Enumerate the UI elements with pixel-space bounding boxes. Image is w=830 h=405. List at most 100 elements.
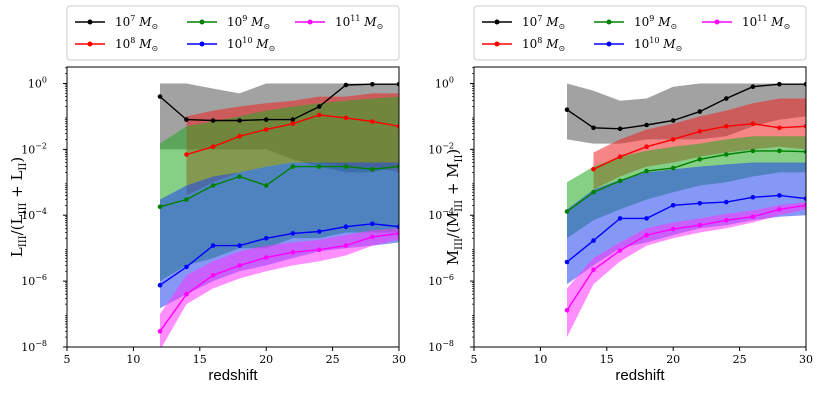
- y-tick-label: 10−6: [428, 273, 454, 288]
- legend-box: [473, 5, 807, 61]
- data-point: [591, 125, 596, 131]
- legend-label: 109 M⊙: [227, 14, 270, 31]
- legend-base: 10: [634, 15, 649, 29]
- legend-sun-symbol: ⊙: [558, 44, 565, 53]
- y-tick-label: 10−8: [428, 339, 454, 354]
- legend-exp: 10: [242, 36, 252, 45]
- data-point: [157, 329, 163, 334]
- data-point: [697, 129, 703, 134]
- y-tick-base: 10: [428, 143, 442, 156]
- data-point: [803, 196, 806, 201]
- data-point: [644, 144, 649, 149]
- data-point: [370, 81, 375, 87]
- data-point: [317, 247, 322, 252]
- series-line-4: [159, 232, 399, 332]
- data-point: [591, 238, 596, 243]
- legend-exp: 9: [242, 14, 247, 23]
- x-axis-label: redshift: [615, 367, 665, 384]
- legend-sun-symbol: ⊙: [670, 22, 677, 31]
- legend-marker: [714, 19, 720, 25]
- bands: [567, 83, 806, 338]
- data-point: [370, 166, 375, 172]
- legend-label: 1011 M⊙: [742, 14, 790, 31]
- legend-base: 10: [522, 37, 537, 51]
- y-tick-label: 10−2: [21, 141, 47, 156]
- legend-base: 10: [335, 15, 350, 29]
- x-tick-label: 10: [126, 353, 140, 366]
- ylab-open: /(L: [8, 214, 26, 235]
- legend-unit: M: [767, 15, 784, 29]
- data-point: [564, 308, 570, 313]
- legend-label: 109 M⊙: [634, 14, 677, 31]
- data-point: [210, 144, 216, 149]
- data-point: [750, 214, 756, 219]
- legend-sun-symbol: ⊙: [151, 44, 158, 53]
- data-point: [697, 109, 703, 114]
- data-point: [697, 201, 703, 206]
- band-4: [567, 202, 806, 338]
- data-point: [343, 224, 349, 229]
- x-tick-label: 30: [799, 353, 813, 366]
- y-tick-base: 10: [428, 209, 442, 222]
- data-point: [803, 149, 806, 154]
- data-point: [803, 124, 806, 129]
- y-tick-label: 10−2: [428, 141, 454, 156]
- data-point: [237, 133, 242, 139]
- data-point: [724, 218, 729, 223]
- legend-exp: 8: [537, 36, 542, 45]
- legend-sun-symbol: ⊙: [377, 22, 384, 31]
- legend-marker: [199, 19, 205, 25]
- data-point: [396, 231, 399, 236]
- ylab-open: /(M: [444, 212, 462, 238]
- data-point: [670, 203, 676, 208]
- data-point: [617, 216, 623, 221]
- data-point: [724, 199, 729, 205]
- legend-base: 10: [227, 37, 242, 51]
- data-point: [591, 189, 596, 195]
- y-axis-label: LIII/(LIII + LII): [8, 157, 29, 257]
- data-point: [644, 216, 649, 221]
- y-tick-base: 10: [428, 341, 442, 354]
- legend-sun-symbol: ⊙: [784, 22, 791, 31]
- data-point: [290, 117, 296, 122]
- legend-exp: 9: [649, 14, 654, 23]
- data-point: [370, 119, 375, 124]
- data-point: [670, 165, 676, 171]
- legend-label: 1010 M⊙: [634, 36, 682, 53]
- data-point: [396, 124, 399, 129]
- data-point: [777, 148, 782, 154]
- legend-unit: M: [135, 37, 152, 51]
- data-point: [184, 152, 189, 157]
- data-point: [157, 282, 163, 288]
- data-point: [343, 115, 349, 121]
- legend-label: 1010 M⊙: [227, 36, 275, 53]
- y-axis-label: MIII/(MIII + MII): [444, 149, 465, 266]
- data-point: [564, 209, 570, 214]
- x-tick-label: 15: [600, 353, 614, 366]
- legend-sun-symbol: ⊙: [558, 22, 565, 31]
- legend-base: 10: [634, 37, 649, 51]
- series-lines: [157, 81, 399, 334]
- data-point: [370, 234, 375, 240]
- y-tick-exp: −8: [442, 339, 454, 348]
- legend-exp: 11: [757, 14, 767, 23]
- data-point: [750, 84, 756, 89]
- data-point: [724, 96, 729, 101]
- legend-unit: M: [135, 15, 152, 29]
- legend-label: 108 M⊙: [522, 36, 565, 53]
- axes-frame: [473, 66, 807, 348]
- x-tick-label: 20: [666, 353, 680, 366]
- series-lines: [564, 81, 806, 313]
- data-point: [617, 178, 623, 184]
- data-point: [750, 121, 756, 126]
- series-line-2: [566, 150, 806, 213]
- legend-unit: M: [252, 37, 269, 51]
- legend-base: 10: [522, 15, 537, 29]
- legend-label: 107 M⊙: [522, 14, 565, 31]
- data-point: [263, 127, 269, 132]
- data-point: [343, 164, 349, 169]
- data-point: [237, 118, 242, 123]
- data-point: [670, 226, 676, 232]
- y-tick-exp: −6: [442, 273, 454, 282]
